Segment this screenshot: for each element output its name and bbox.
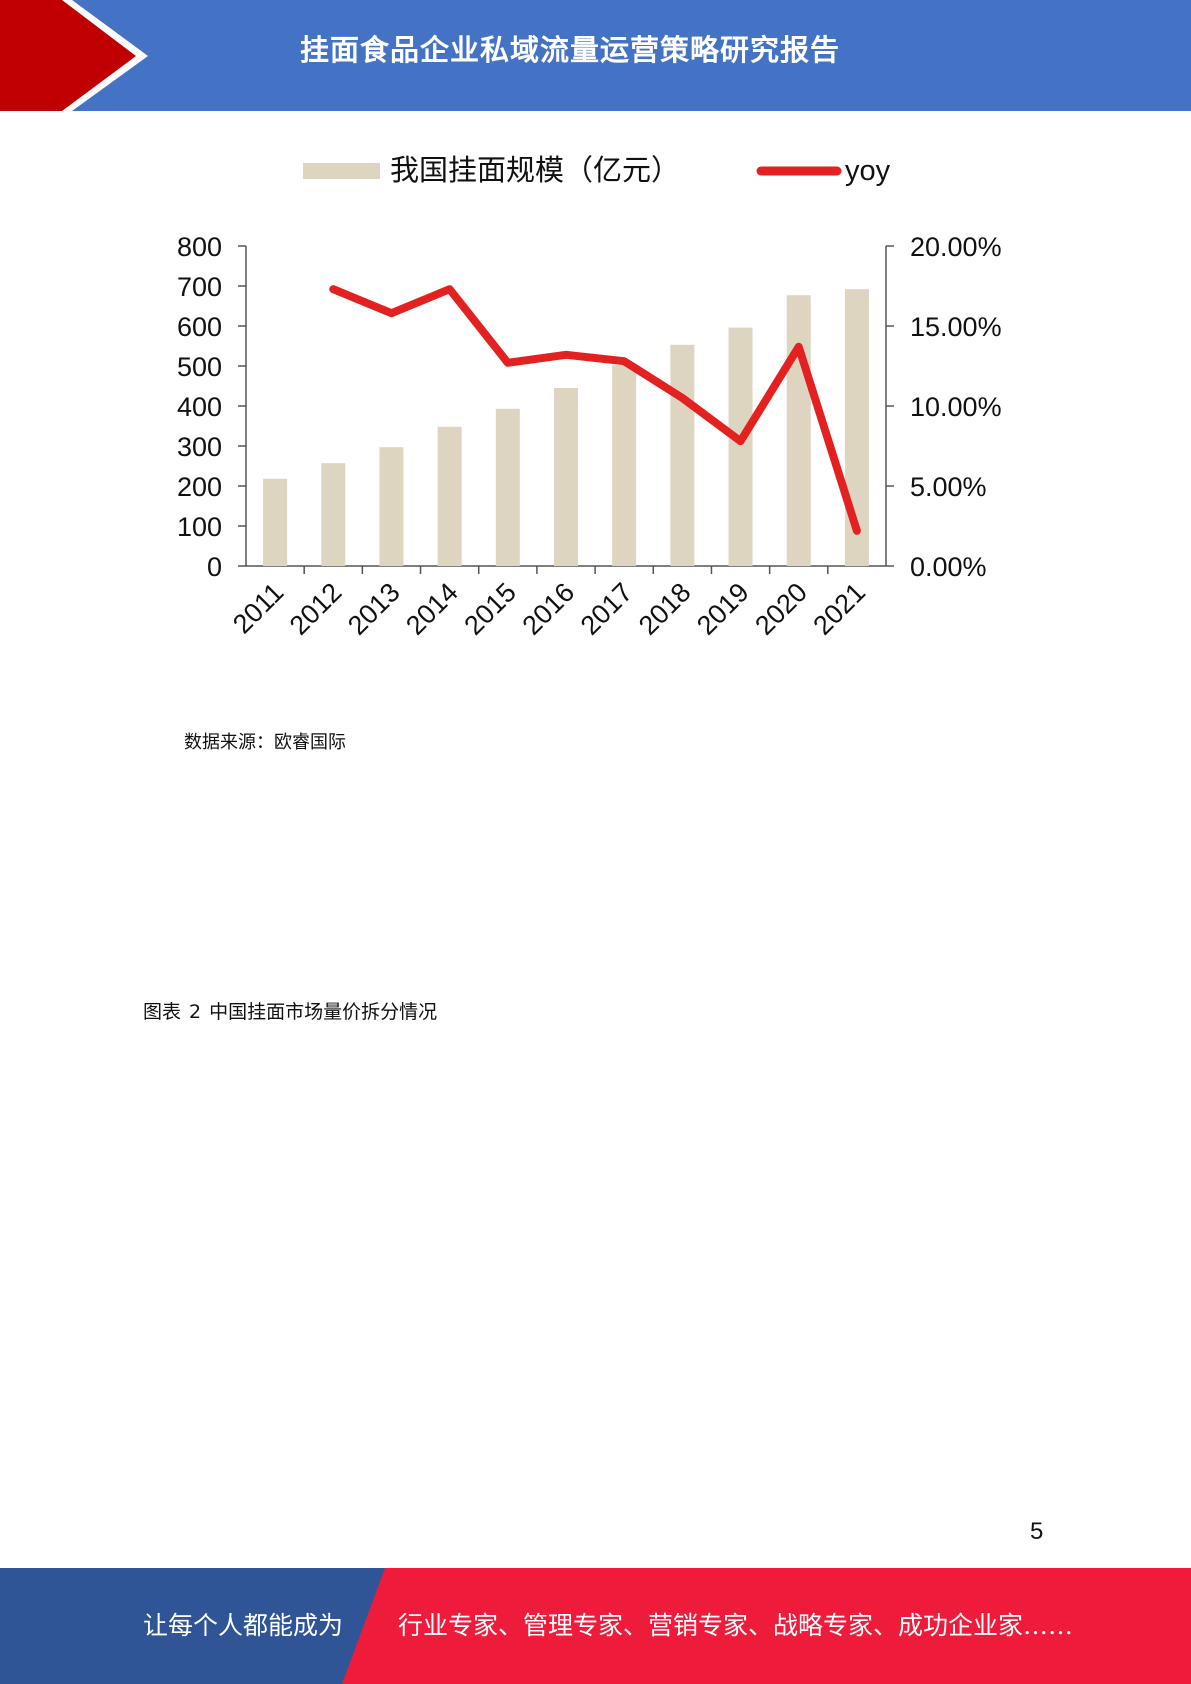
- bar-2015: [495, 408, 520, 566]
- market-size-chart: 我国挂面规模（亿元） yoy 0 100 200 300 400 500 600 700 800 0.…: [177, 153, 1002, 641]
- y-left-tick-label: 700: [177, 272, 222, 302]
- header-band: 挂面食品企业私域流量运营策略研究报告: [0, 0, 1191, 111]
- footer-slogan-right: 行业专家、管理专家、营销专家、战略专家、成功企业家……: [398, 1611, 1074, 1640]
- y-left-tick-label: 600: [177, 312, 222, 342]
- footer-background: [0, 1568, 1191, 1684]
- footer-slogan-left: 让每个人都能成为: [143, 1611, 344, 1640]
- y-right-tick-label: 5.00%: [910, 472, 987, 502]
- bar-2016: [554, 388, 578, 566]
- legend-bar-swatch: [303, 163, 380, 179]
- yoy-line: [329, 285, 861, 535]
- legend-bar-label: 我国挂面规模（亿元）: [390, 153, 680, 187]
- y-right-tick-label: 10.00%: [910, 392, 1002, 422]
- bar-2014: [437, 426, 462, 566]
- y-right-tick-label: 15.00%: [910, 312, 1002, 342]
- bar-2011: [263, 478, 288, 566]
- y-left-tick-label: 200: [177, 472, 222, 502]
- x-tick-label: 2013: [342, 577, 406, 641]
- x-tick-label: 2021: [807, 577, 871, 641]
- x-tick-label: 2016: [517, 577, 581, 641]
- y-left-tick-label: 300: [177, 432, 222, 462]
- legend-line-label: yoy: [845, 155, 891, 187]
- x-tick-label: 2015: [458, 577, 522, 641]
- caption-number: 2: [189, 1001, 202, 1023]
- x-tick-label: 2018: [633, 577, 697, 641]
- footer-band: 让每个人都能成为 行业专家、管理专家、营销专家、战略专家、成功企业家……: [0, 1568, 1191, 1684]
- header-arrow-icon: [0, 0, 148, 111]
- bar-2020: [786, 295, 811, 566]
- y-right-tick-label: 0.00%: [910, 552, 987, 582]
- bar-2017: [612, 365, 637, 566]
- data-source: 数据来源：欧睿国际: [184, 732, 346, 753]
- y-right-tick-label: 20.00%: [910, 232, 1002, 262]
- x-tick-label: 2020: [749, 577, 813, 641]
- bar-2012: [321, 463, 346, 566]
- x-tick-label: 2014: [400, 577, 464, 641]
- report-title: 挂面食品企业私域流量运营策略研究报告: [300, 33, 841, 67]
- page-number: 5: [1030, 1518, 1044, 1545]
- x-tick-label: 2019: [691, 577, 755, 641]
- x-tick-label: 2012: [284, 577, 348, 641]
- y-left-tick-label: 0: [207, 552, 222, 582]
- figure-caption: 图表 2 中国挂面市场量价拆分情况: [143, 997, 437, 1024]
- bar-2018: [670, 344, 695, 566]
- y-left-tick-label: 400: [177, 392, 222, 422]
- y-left-tick-label: 800: [177, 232, 222, 262]
- caption-title: 中国挂面市场量价拆分情况: [209, 1001, 438, 1023]
- y-left-tick-label: 500: [177, 352, 222, 382]
- x-tick-label: 2011: [227, 577, 289, 639]
- bar-2019: [728, 327, 753, 566]
- x-tick-label: 2017: [575, 577, 639, 641]
- caption-label: 图表: [143, 1001, 182, 1023]
- bar-2013: [379, 447, 404, 566]
- y-left-tick-label: 100: [177, 512, 222, 542]
